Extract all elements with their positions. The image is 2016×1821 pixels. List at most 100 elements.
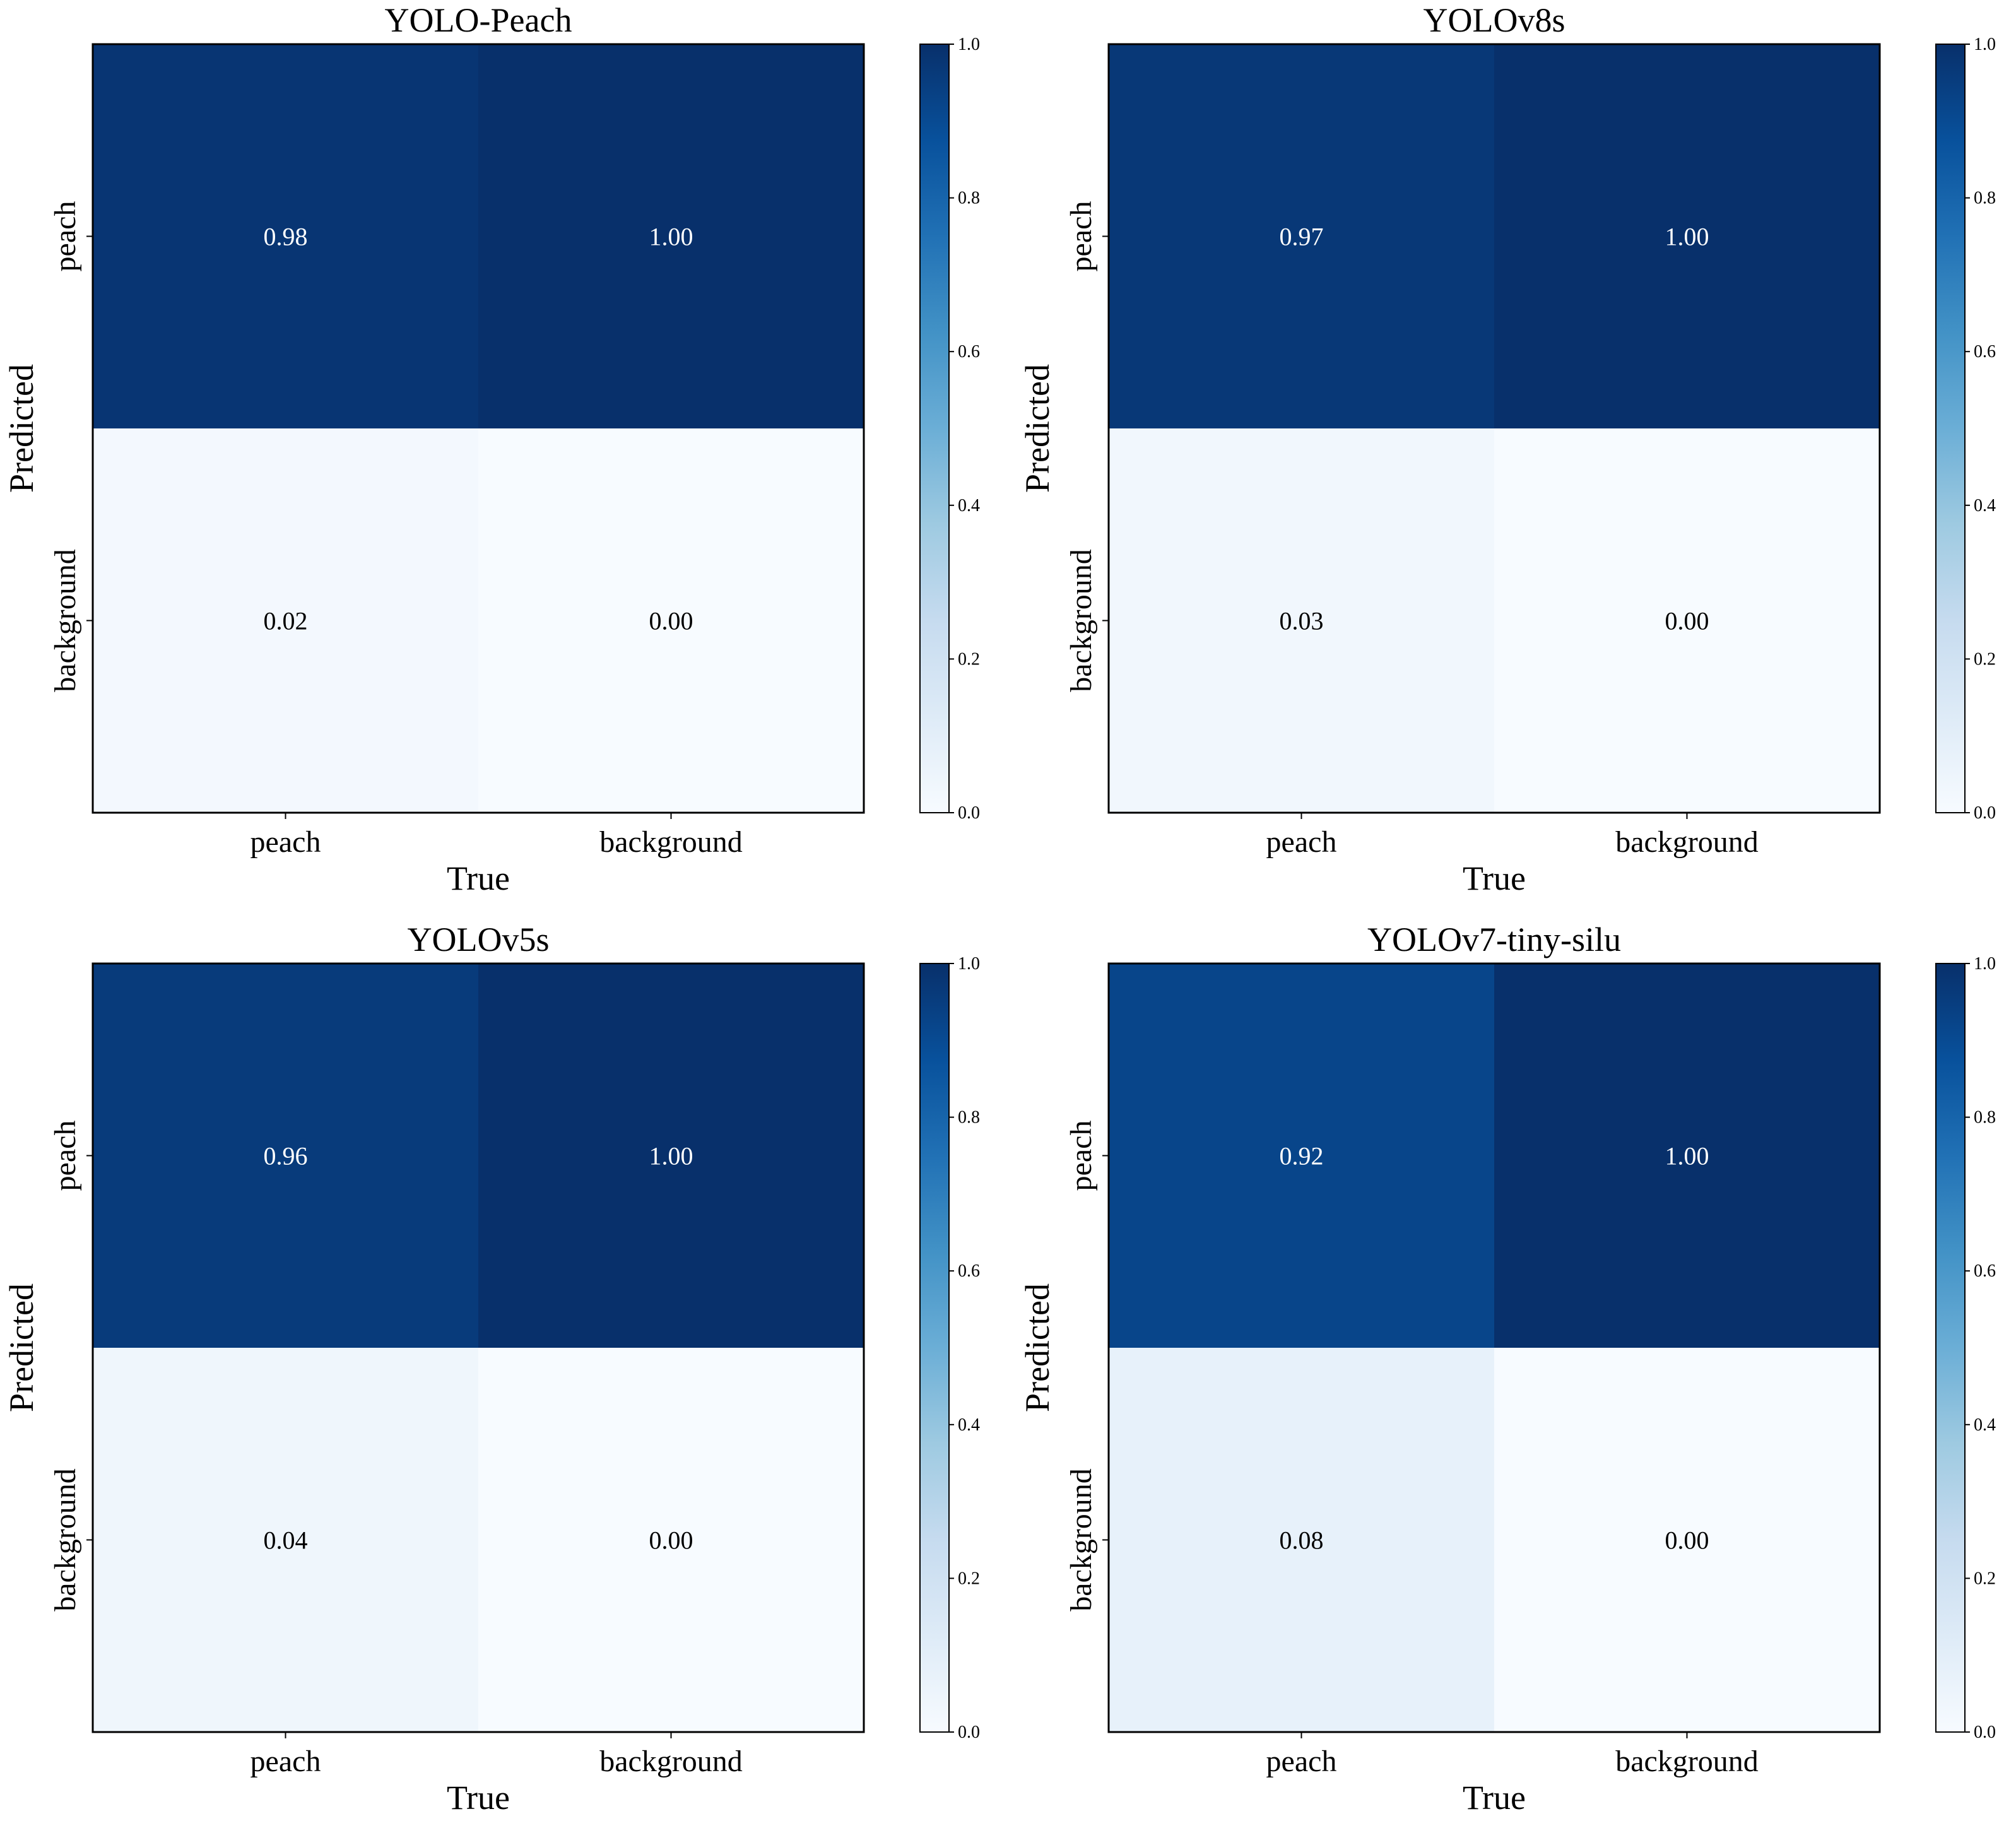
colorbar-tick-label: 0.8 bbox=[1974, 1108, 1996, 1128]
cell-value-label: 1.00 bbox=[1665, 1142, 1709, 1170]
cell-value-label: 0.00 bbox=[649, 1526, 693, 1555]
colorbar-tick-label: 0.2 bbox=[1974, 649, 1996, 669]
colorbar-tick-label: 1.0 bbox=[958, 954, 980, 974]
cell-value-label: 0.92 bbox=[1280, 1142, 1324, 1170]
x-tick-label: peach bbox=[251, 1745, 321, 1778]
colorbar-tick-label: 0.0 bbox=[958, 1723, 980, 1742]
cell-value-label: 1.00 bbox=[649, 1142, 693, 1170]
heatmap-cell-background-background bbox=[478, 428, 864, 813]
colorbar-tick-label: 0.8 bbox=[958, 189, 980, 208]
x-axis-label: True bbox=[447, 859, 510, 897]
heatmap-cell-peach-peach bbox=[93, 964, 479, 1348]
heatmap-cell-background-peach bbox=[93, 1348, 479, 1733]
colorbar-tick-label: 0.6 bbox=[958, 1261, 980, 1281]
colorbar-tick-label: 0.0 bbox=[1974, 1723, 1996, 1742]
heatmap-cell-background-background bbox=[478, 1348, 864, 1733]
y-tick-label: peach bbox=[1064, 1121, 1098, 1191]
cell-value-label: 0.97 bbox=[1280, 223, 1324, 251]
colorbar-tick-label: 0.6 bbox=[1974, 342, 1996, 362]
colorbar bbox=[1936, 44, 1965, 813]
colorbar-frame bbox=[1935, 44, 1966, 813]
colorbar-tick-label: 0.2 bbox=[1974, 1569, 1996, 1588]
heatmap-cell-peach-background bbox=[1494, 964, 1880, 1348]
panel-yolov5s: YOLOv5s 0.96 1.00 0.04 0.00 peach background pe… bbox=[3, 921, 980, 1817]
colorbar-tick-label: 0.2 bbox=[958, 1569, 980, 1588]
axes-frame bbox=[91, 962, 865, 1733]
colorbar bbox=[920, 964, 949, 1732]
axes-frame bbox=[1107, 962, 1881, 1733]
colorbar-frame bbox=[1935, 963, 1966, 1733]
colorbar-tick-label: 1.0 bbox=[958, 35, 980, 54]
x-tick-label: peach bbox=[1266, 1745, 1337, 1778]
y-tick-label: background bbox=[49, 549, 82, 692]
colorbar-tick-label: 0.4 bbox=[1974, 496, 1996, 516]
heatmap-cell-background-peach bbox=[1109, 428, 1495, 813]
colorbar-tick-label: 0.4 bbox=[958, 496, 980, 516]
colorbar-tick-label: 0.6 bbox=[1974, 1261, 1996, 1281]
colorbar-tick-label: 0.0 bbox=[958, 803, 980, 823]
chart-title: YOLOv7-tiny-silu bbox=[1367, 921, 1621, 958]
y-tick-label: background bbox=[1064, 549, 1098, 692]
colorbar-tick-label: 0.6 bbox=[958, 342, 980, 362]
heatmap-cell-background-peach bbox=[93, 428, 479, 813]
cell-value-label: 0.00 bbox=[649, 607, 693, 635]
y-axis-label: Predicted bbox=[3, 364, 40, 493]
heatmap-cell-peach-background bbox=[1494, 44, 1880, 429]
cell-value-label: 0.04 bbox=[264, 1526, 308, 1555]
panel-yolov8s: YOLOv8s 0.97 1.00 0.03 0.00 peach background pe… bbox=[1018, 1, 1996, 897]
y-axis-label: Predicted bbox=[1018, 364, 1056, 493]
cell-value-label: 0.00 bbox=[1665, 1526, 1709, 1555]
colorbar-tick-label: 1.0 bbox=[1974, 35, 1996, 54]
heatmap-cell-peach-peach bbox=[93, 44, 479, 429]
colorbar-tick-label: 0.8 bbox=[958, 1108, 980, 1128]
y-axis-label: Predicted bbox=[1018, 1283, 1056, 1412]
colorbar bbox=[1936, 964, 1965, 1732]
cell-value-label: 1.00 bbox=[649, 223, 693, 251]
colorbar-tick-label: 0.4 bbox=[1974, 1415, 1996, 1435]
x-tick-label: background bbox=[599, 1745, 743, 1778]
chart-title: YOLOv8s bbox=[1424, 1, 1565, 39]
x-tick-label: peach bbox=[251, 825, 321, 859]
cell-value-label: 0.08 bbox=[1280, 1526, 1324, 1555]
colorbar-tick-label: 1.0 bbox=[1974, 954, 1996, 974]
panel-yolo-peach: YOLO-Peach 0.98 1.00 0.02 0.00 peach backgroun… bbox=[3, 1, 980, 897]
cell-value-label: 0.00 bbox=[1665, 607, 1709, 635]
axes-frame bbox=[1107, 43, 1881, 814]
heatmap-cell-peach-background bbox=[478, 44, 864, 429]
heatmap-cell-peach-peach bbox=[1109, 44, 1495, 429]
x-axis-label: True bbox=[1463, 859, 1526, 897]
chart-title: YOLOv5s bbox=[408, 921, 550, 958]
x-tick-label: peach bbox=[1266, 825, 1337, 859]
colorbar-tick-label: 0.4 bbox=[958, 1415, 980, 1435]
x-tick-label: background bbox=[1615, 1745, 1759, 1778]
cell-value-label: 1.00 bbox=[1665, 223, 1709, 251]
cell-value-label: 0.03 bbox=[1280, 607, 1324, 635]
y-tick-label: peach bbox=[1064, 201, 1098, 272]
x-axis-label: True bbox=[447, 1779, 510, 1817]
cell-value-label: 0.96 bbox=[264, 1142, 308, 1170]
chart-title: YOLO-Peach bbox=[385, 1, 572, 39]
heatmap-cell-background-background bbox=[1494, 428, 1880, 813]
colorbar-frame bbox=[919, 44, 950, 813]
y-tick-label: background bbox=[49, 1468, 82, 1612]
colorbar-frame bbox=[919, 963, 950, 1733]
x-tick-label: background bbox=[1615, 825, 1759, 859]
cell-value-label: 0.98 bbox=[264, 223, 308, 251]
heatmap-cell-background-background bbox=[1494, 1348, 1880, 1733]
colorbar-tick-label: 0.2 bbox=[958, 649, 980, 669]
heatmap-cell-peach-peach bbox=[1109, 964, 1495, 1348]
y-tick-label: peach bbox=[49, 201, 82, 272]
heatmap-cell-background-peach bbox=[1109, 1348, 1495, 1733]
y-tick-label: background bbox=[1064, 1468, 1098, 1612]
panel-yolov7-tiny-silu: YOLOv7-tiny-silu 0.92 1.00 0.08 0.00 peach bac… bbox=[1018, 921, 1996, 1817]
heatmap-cell-peach-background bbox=[478, 964, 864, 1348]
colorbar-tick-label: 0.0 bbox=[1974, 803, 1996, 823]
y-tick-label: peach bbox=[49, 1121, 82, 1191]
colorbar-tick-label: 0.8 bbox=[1974, 189, 1996, 208]
cell-value-label: 0.02 bbox=[264, 607, 308, 635]
colorbar bbox=[920, 44, 949, 813]
x-axis-label: True bbox=[1463, 1779, 1526, 1817]
x-tick-label: background bbox=[599, 825, 743, 859]
y-axis-label: Predicted bbox=[3, 1283, 40, 1412]
